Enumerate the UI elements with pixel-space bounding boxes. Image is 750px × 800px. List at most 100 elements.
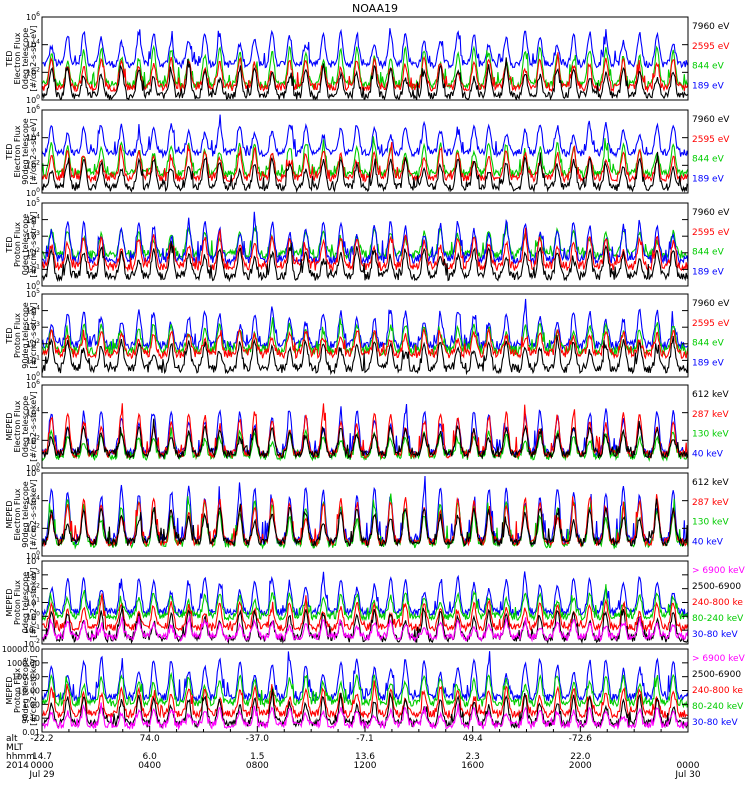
y-tick-label: 102	[26, 522, 40, 533]
panel-5: 100 102 104 106 MEPED Electron Flux 0deg teles…	[5, 379, 729, 473]
legend-entry: 612 keV	[692, 478, 729, 488]
panel-frame	[41, 560, 689, 645]
y-tick-label: 102	[26, 434, 40, 445]
time-row-value: 6.0	[143, 752, 158, 762]
y-tick-label: 102	[26, 583, 40, 594]
panel-plot-area	[42, 298, 688, 376]
y-tick-label: 101	[26, 354, 40, 365]
series-trace-4	[42, 418, 688, 460]
panel-2: 100 102 104 106 TED Electron Flux 90deg telesc…	[5, 104, 730, 198]
y-axis-label: MEPED	[5, 501, 14, 529]
panel-plot-area	[42, 651, 688, 731]
time-row-value: 0800	[246, 761, 269, 771]
y-axis-label: 0deg telescope	[21, 396, 30, 457]
panel-6: 100 102 104 106 MEPED Electron Flux 90deg tele…	[5, 467, 729, 561]
y-tick-label: 102	[26, 66, 40, 77]
time-row-label: 2014	[6, 761, 29, 771]
panel-3: 100 101 102 103 104 105 TED Proton Flux 0deg tel…	[5, 197, 730, 291]
y-axis-label: [#/cm2-s-str-keV]	[29, 391, 38, 462]
y-axis-label: Electron Flux	[13, 32, 22, 84]
y-axis-label: [#/cm2-s-str-eV]	[29, 211, 38, 277]
legend-entry: 40 keV	[692, 537, 724, 547]
series-trace-4	[42, 57, 688, 100]
y-tick-label: 106	[26, 379, 40, 390]
series-trace-1	[42, 651, 688, 703]
panel-4: 100 101 102 103 104 105 TED Proton Flux 90deg te…	[5, 288, 730, 382]
y-axis-label: TED	[5, 143, 14, 160]
y-tick-label: 104	[26, 495, 40, 506]
panel-plot-area	[42, 571, 688, 644]
series-trace-3	[42, 141, 688, 184]
legend-entry: 7960 eV	[692, 115, 730, 125]
series-trace-3	[42, 327, 688, 360]
lat-value: -22.2	[30, 734, 53, 744]
panel-plot-area	[42, 28, 688, 100]
y-tick-label: 100	[26, 187, 40, 198]
y-tick-label: 100.00	[12, 673, 40, 682]
panel-frame	[41, 202, 689, 287]
legend-entry: 130 keV	[692, 430, 729, 440]
y-tick-label: 100	[26, 610, 40, 621]
time-row-value: 22.0	[570, 752, 590, 762]
series-trace-1	[42, 28, 688, 70]
y-axis-label: 90deg telescope	[21, 657, 30, 724]
time-row-value: Jul 29	[28, 770, 54, 780]
y-axis-label: 90deg telescope	[21, 481, 30, 548]
panel-8: 0.01 0.10 1.00 10.00 100.00 1000.00 10000.00 ME…	[2, 645, 746, 737]
time-row-value: Jul 30	[674, 770, 700, 780]
y-tick-label: 10000.00	[2, 645, 40, 654]
y-tick-label: 106	[26, 11, 40, 22]
lat-value: -37.0	[246, 734, 270, 744]
y-tick-label: 1000.00	[7, 659, 40, 668]
y-axis-label: [#/cm2-s-str-eV]	[29, 302, 38, 368]
series-trace-4	[42, 498, 688, 548]
y-tick-label: 105	[26, 288, 40, 299]
chart-title: NOAA19	[352, 2, 398, 15]
y-tick-label: 0.01	[22, 728, 40, 737]
y-axis-label: Electron Flux	[13, 488, 22, 540]
legend-entry: 2595 eV	[692, 42, 730, 52]
y-tick-label: 106	[26, 104, 40, 115]
series-trace-5	[42, 615, 688, 643]
series-trace-2	[42, 136, 688, 180]
panel-7: 10-2 10-1 100 101 102 103 104 MEPED Proton Flux 0…	[5, 555, 746, 649]
time-row-value: 14.7	[32, 752, 52, 762]
y-axis-label: [#/cm2-s-str-eV]	[29, 25, 38, 91]
y-tick-label: 10-2	[24, 638, 40, 649]
series-trace-2	[42, 671, 688, 709]
series-trace-4	[42, 240, 688, 283]
y-axis-label: TED	[5, 327, 14, 344]
legend-entry: 2595 eV	[692, 228, 730, 238]
y-tick-label: 100	[26, 550, 40, 561]
lat-value: 74.0	[140, 734, 160, 744]
time-row-label: alt	[6, 734, 18, 744]
series-trace-3	[42, 680, 688, 720]
y-tick-label: 106	[26, 467, 40, 478]
y-tick-label: 10-1	[24, 624, 40, 635]
time-row-value: 2.3	[466, 752, 480, 762]
y-axis-label: TED	[5, 236, 14, 253]
legend-entry: 287 keV	[692, 410, 729, 420]
legend-entry: 130 keV	[692, 518, 729, 528]
y-axis-label: MEPED	[5, 413, 14, 441]
legend-entry: 2595 eV	[692, 135, 730, 145]
y-tick-label: 104	[26, 132, 40, 143]
legend-entry: 40 keV	[692, 449, 724, 459]
time-row-value: 1200	[354, 761, 377, 771]
y-axis-label: 0deg telescope	[21, 214, 30, 275]
legend-entry: 80-240 keV	[692, 702, 744, 712]
series-trace-2	[42, 584, 688, 622]
y-axis-label: Proton Flux	[13, 580, 22, 625]
y-axis-label: Electron Flux	[13, 400, 22, 452]
panel-frame	[41, 384, 689, 469]
legend-entry: 287 keV	[692, 498, 729, 508]
panel-frame	[41, 472, 689, 557]
y-tick-label: 102	[26, 338, 40, 349]
y-tick-label: 100	[26, 371, 40, 382]
y-axis-label: 90deg telescope	[21, 302, 30, 369]
legend-entry: 240-800 ke	[692, 686, 743, 696]
lat-value: -7.1	[356, 734, 374, 744]
y-tick-label: 1.00	[22, 700, 40, 709]
series-trace-1	[42, 298, 688, 352]
